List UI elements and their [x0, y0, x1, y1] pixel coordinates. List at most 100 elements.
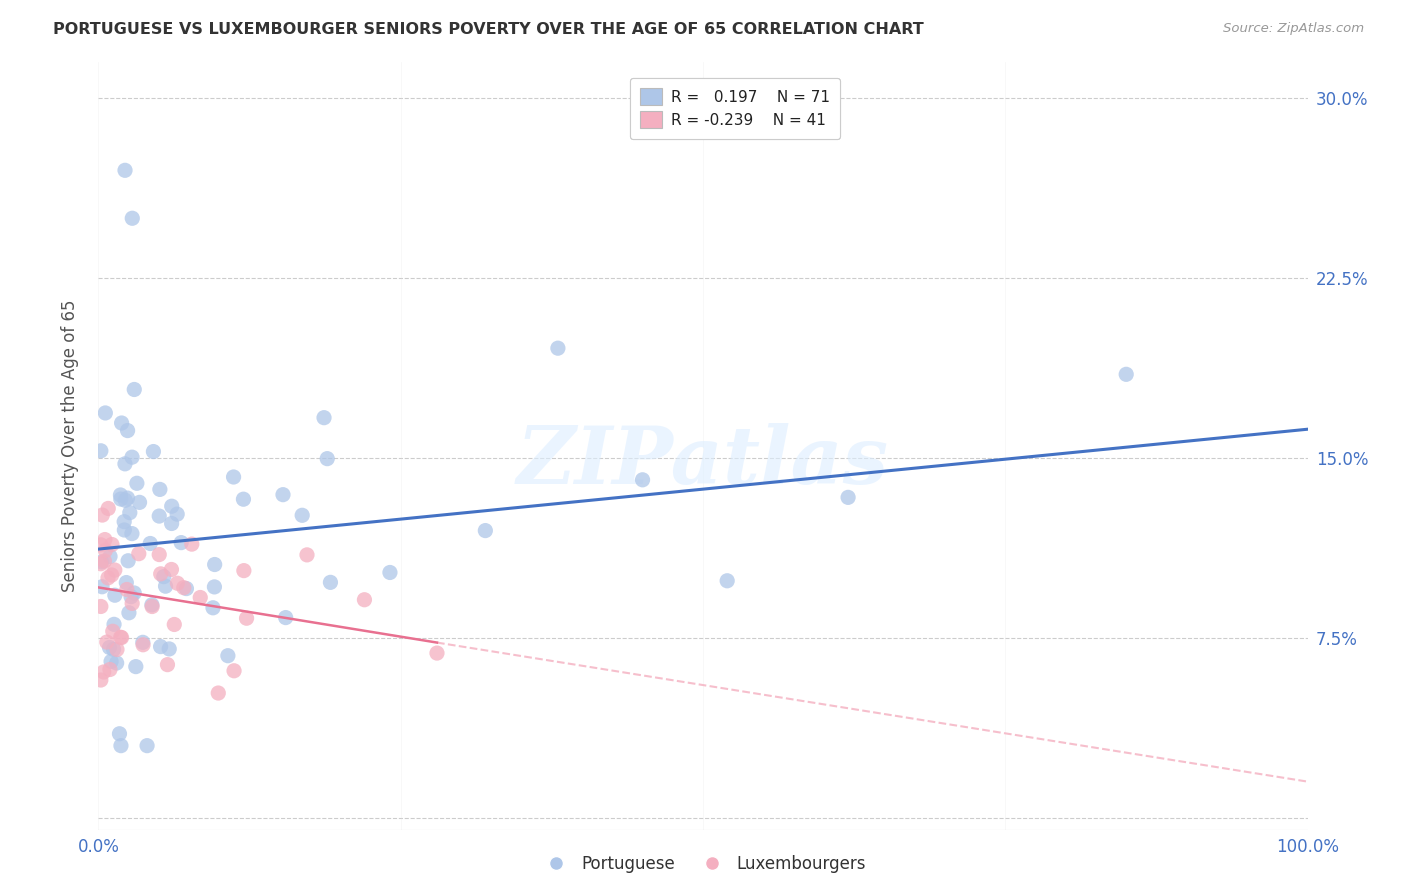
Point	[96, 635, 118, 649]
Point	[103, 642, 125, 657]
Point	[110, 488, 132, 502]
Point	[160, 562, 183, 576]
Point	[94, 543, 117, 558]
Point	[316, 451, 339, 466]
Point	[105, 656, 128, 670]
Point	[121, 211, 143, 226]
Point	[98, 640, 121, 655]
Point	[155, 579, 177, 593]
Legend: Portuguese, Luxembourgers: Portuguese, Luxembourgers	[533, 848, 873, 880]
Point	[117, 424, 139, 438]
Point	[90, 599, 112, 614]
Point	[117, 491, 139, 505]
Point	[110, 739, 132, 753]
Point	[141, 598, 163, 612]
Point	[114, 493, 136, 508]
Point	[156, 657, 179, 672]
Point	[319, 575, 342, 590]
Point	[112, 523, 135, 537]
Point	[128, 547, 150, 561]
Point	[188, 591, 211, 605]
Point	[176, 582, 198, 596]
Point	[204, 580, 226, 594]
Point	[117, 554, 139, 568]
Point	[160, 516, 183, 531]
Point	[166, 576, 188, 591]
Point	[166, 507, 188, 521]
Point	[114, 457, 136, 471]
Point	[100, 568, 122, 582]
Y-axis label: Seniors Poverty Over the Age of 65: Seniors Poverty Over the Age of 65	[60, 300, 79, 592]
Point	[93, 665, 115, 679]
Point	[110, 631, 132, 645]
Point	[426, 646, 449, 660]
Point	[114, 163, 136, 178]
Point	[173, 581, 195, 595]
Text: ZIPatlas: ZIPatlas	[517, 423, 889, 500]
Point	[97, 571, 120, 585]
Point	[837, 491, 859, 505]
Point	[180, 537, 202, 551]
Point	[125, 659, 148, 673]
Point	[90, 443, 112, 458]
Point	[222, 470, 245, 484]
Point	[235, 611, 257, 625]
Point	[204, 558, 226, 572]
Point	[378, 566, 401, 580]
Point	[207, 686, 229, 700]
Point	[98, 663, 121, 677]
Text: PORTUGUESE VS LUXEMBOURGER SENIORS POVERTY OVER THE AGE OF 65 CORRELATION CHART: PORTUGUESE VS LUXEMBOURGER SENIORS POVER…	[53, 22, 924, 37]
Point	[474, 524, 496, 538]
Point	[108, 727, 131, 741]
Point	[91, 580, 114, 594]
Point	[90, 557, 112, 571]
Point	[149, 566, 172, 581]
Point	[125, 476, 148, 491]
Point	[122, 586, 145, 600]
Point	[94, 406, 117, 420]
Point	[312, 410, 335, 425]
Point	[100, 655, 122, 669]
Point	[121, 596, 143, 610]
Point	[105, 642, 128, 657]
Point	[104, 563, 127, 577]
Point	[141, 599, 163, 614]
Point	[115, 582, 138, 597]
Point	[142, 444, 165, 458]
Point	[149, 640, 172, 654]
Point	[217, 648, 239, 663]
Point	[118, 606, 141, 620]
Point	[148, 548, 170, 562]
Point	[274, 610, 297, 624]
Point	[149, 483, 172, 497]
Point	[157, 642, 180, 657]
Point	[160, 500, 183, 514]
Point	[353, 592, 375, 607]
Point	[121, 450, 143, 465]
Point	[120, 590, 142, 604]
Point	[232, 492, 254, 507]
Point	[90, 555, 112, 569]
Point	[112, 515, 135, 529]
Point	[1115, 368, 1137, 382]
Text: Source: ZipAtlas.com: Source: ZipAtlas.com	[1223, 22, 1364, 36]
Point	[631, 473, 654, 487]
Point	[90, 673, 112, 687]
Point	[122, 383, 145, 397]
Point	[222, 664, 245, 678]
Point	[94, 533, 117, 547]
Point	[121, 526, 143, 541]
Point	[170, 535, 193, 549]
Legend: R =   0.197    N = 71, R = -0.239    N = 41: R = 0.197 N = 71, R = -0.239 N = 41	[630, 78, 841, 138]
Point	[118, 506, 141, 520]
Point	[103, 617, 125, 632]
Point	[110, 491, 132, 506]
Point	[132, 635, 155, 649]
Point	[132, 638, 155, 652]
Point	[163, 617, 186, 632]
Point	[104, 588, 127, 602]
Point	[93, 554, 115, 568]
Point	[152, 569, 174, 583]
Point	[136, 739, 159, 753]
Point	[90, 538, 112, 552]
